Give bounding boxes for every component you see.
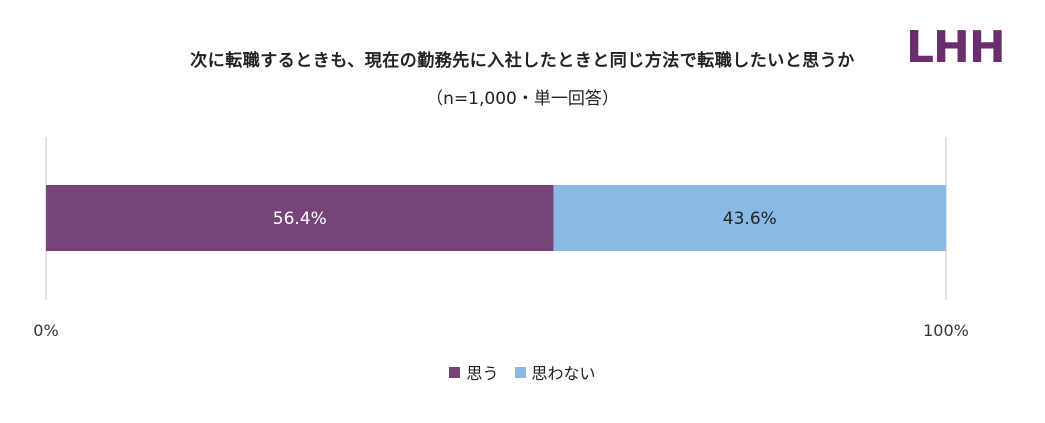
chart-title: 次に転職するときも、現在の勤務先に入社したときと同じ方法で転職したいと思うか (190, 51, 855, 71)
bar-segment-agree (46, 185, 554, 251)
data-label-disagree: 43.6% (723, 209, 777, 229)
legend-item-disagree: 思わない (514, 360, 596, 384)
tick-label-100: 100% (923, 321, 969, 340)
bar-segment-disagree (553, 185, 946, 251)
legend-swatch-agree (449, 366, 461, 378)
data-label-agree: 56.4% (273, 209, 327, 229)
legend-label-agree: 思う (466, 364, 499, 383)
tick-label-0: 0% (33, 321, 58, 340)
chart-subtitle: （n=1,000・単一回答） (426, 89, 619, 109)
legend-item-agree: 思う (449, 360, 499, 384)
legend: 思う 思わない (0, 360, 1045, 384)
legend-swatch-disagree (514, 366, 526, 378)
lhh-logo: LHH (906, 22, 1006, 73)
legend-label-disagree: 思わない (531, 364, 596, 383)
